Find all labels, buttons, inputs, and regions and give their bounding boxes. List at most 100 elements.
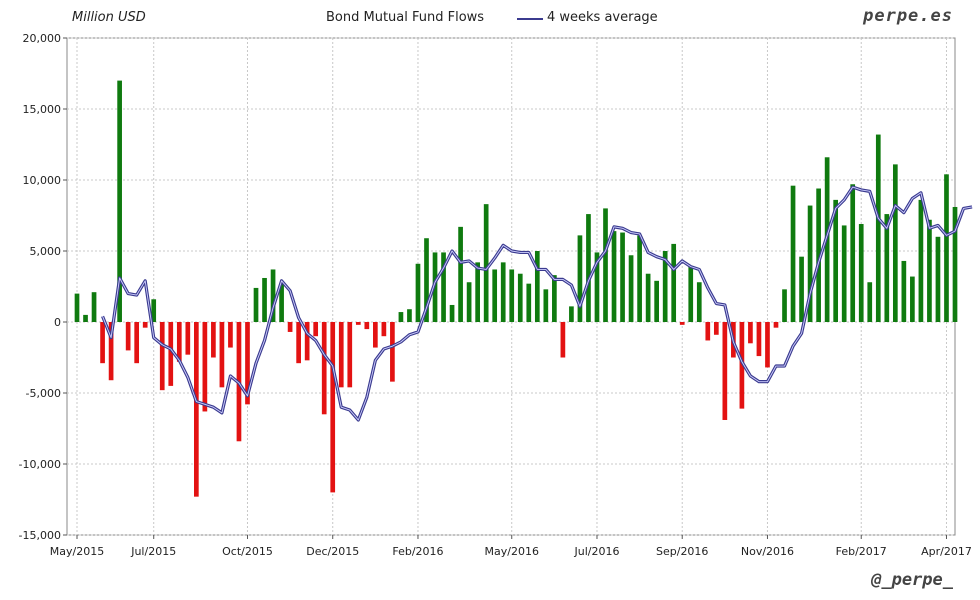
outflow-bar [355,322,361,325]
outflow-bar [330,322,336,493]
inflow-bar [458,226,463,322]
outflow-bar [194,322,199,497]
inflow-bar [91,292,97,322]
x-tick-label: Feb/2017 [836,545,887,558]
outflow-bar [364,322,370,330]
brand-watermark: perpe.es [863,6,953,26]
y-unit-label: Million USD [72,10,146,25]
outflow-bar [705,322,711,341]
inflow-bar [569,306,574,322]
inflow-bar [500,262,506,322]
inflow-bar [517,273,523,322]
outflow-bar [679,322,685,325]
inflow-bar [492,269,498,322]
inflow-bar [586,214,591,322]
inflow-bar [662,251,668,322]
inflow-bar [654,280,659,322]
inflow-bar [850,184,856,322]
outflow-bar [296,322,301,364]
inflow-bar [407,309,412,322]
y-tick-label: -15,000 [19,529,61,542]
inflow-bar [910,276,915,322]
average-line [102,186,973,421]
outflow-bar [219,322,225,388]
inflow-bar [449,304,455,322]
outflow-bar [321,322,327,415]
outflow-bar [722,322,728,420]
inflow-bar [270,269,276,322]
outflow-bar [125,322,131,351]
outflow-bar [560,322,566,358]
y-tick-label: 0 [54,316,61,329]
outflow-bar [202,322,208,412]
outflow-bar [287,322,293,332]
inflow-bar [884,214,890,322]
outflow-bar [765,322,770,368]
outflow-bar [313,322,319,337]
outflow-bar [713,322,719,335]
legend-average-label: 4 weeks average [547,10,658,25]
inflow-bar [83,314,88,322]
inflow-bar [117,80,122,322]
outflow-bar [373,322,378,348]
outflow-bar [381,322,387,337]
inflow-bar [944,174,949,322]
outflow-bar [347,322,353,388]
inflow-bar [799,256,804,322]
inflow-bar [475,262,480,322]
outflow-bar [142,322,148,328]
x-tick-label: Nov/2016 [741,545,794,558]
x-tick-label: Sep/2016 [656,545,708,558]
y-tick-label: 20,000 [23,32,62,45]
inflow-bar [935,236,941,322]
outflow-bar [338,322,344,388]
y-tick-label: 5,000 [30,245,62,258]
inflow-bar [875,134,881,322]
outflow-bar [756,322,762,357]
x-tick-label: May/2016 [485,545,539,558]
outflow-bar [773,322,779,328]
inflow-bar [645,273,651,322]
y-tick-label: 10,000 [23,174,62,187]
inflow-bar [279,283,284,322]
inflow-bar [483,204,489,322]
x-tick-label: Oct/2015 [222,545,273,558]
inflow-bar [790,185,796,322]
x-tick-label: Apr/2017 [921,545,972,558]
inflow-bar [782,289,787,322]
inflow-bar [526,283,532,322]
outflow-bar [100,322,105,364]
inflow-bar [901,260,907,322]
inflow-bar [696,282,702,322]
x-tick-label: Dec/2015 [306,545,359,558]
chart-title: Bond Mutual Fund Flows [326,10,485,25]
inflow-bar [441,252,446,322]
inflow-bar [858,224,864,322]
outflow-bar [185,322,191,355]
inflow-bar [637,235,642,322]
inflow-bar [415,263,421,322]
outflow-bar [134,322,140,364]
x-tick-label: May/2015 [50,545,104,558]
social-handle: @_perpe_ [871,570,953,590]
axes: 20,000 15,000 10,000 5,000 0 -5,000 -10,000 -15… [19,32,972,558]
inflow-bar [952,206,958,322]
inflow-bar [611,231,617,322]
bar-series [74,80,958,497]
inflow-bar [398,312,404,322]
inflow-bar [628,255,634,322]
inflow-bar [918,199,924,322]
inflow-bar [262,277,267,322]
inflow-bar [671,243,677,322]
x-tick-label: Jul/2016 [573,545,619,558]
inflow-bar [807,205,813,322]
outflow-bar [211,322,216,358]
x-tick-label: Jul/2015 [130,545,176,558]
inflow-bar [253,287,259,322]
inflow-bar [424,238,429,322]
inflow-bar [833,199,839,322]
outflow-bar [176,322,182,362]
inflow-bar [620,232,625,322]
inflow-bar [867,282,873,322]
